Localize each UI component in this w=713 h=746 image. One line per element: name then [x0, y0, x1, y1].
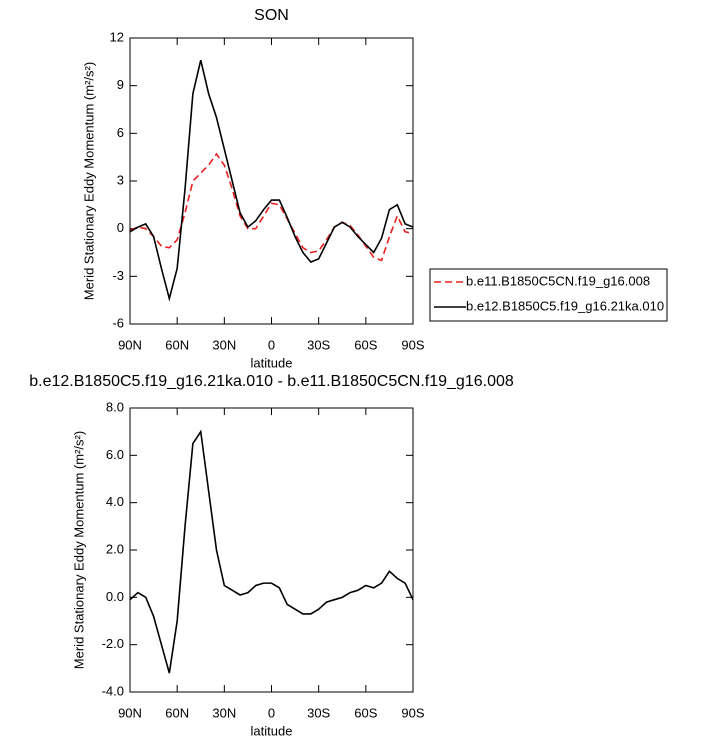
- y-tick-label: 12: [110, 29, 124, 44]
- y-tick-label: 6.0: [106, 447, 124, 462]
- y-axis-label: Merid Stationary Eddy Momentum (m²/s²): [71, 431, 86, 669]
- y-tick-label: 0.0: [106, 589, 124, 604]
- legend-label: b.e12.B1850C5.f19_g16.21ka.010: [466, 298, 664, 313]
- y-tick-label: -3: [112, 268, 124, 283]
- y-tick-label: 4.0: [106, 494, 124, 509]
- x-tick-label: 30S: [307, 705, 330, 720]
- x-tick-label: 90S: [401, 705, 424, 720]
- x-tick-label: 60N: [165, 705, 189, 720]
- x-tick-label: 30S: [307, 337, 330, 352]
- plot-frame: [129, 37, 414, 325]
- x-tick-label: 60S: [354, 705, 377, 720]
- y-tick-label: 9: [117, 77, 124, 92]
- x-tick-label: 60S: [354, 337, 377, 352]
- chart-title: SON: [254, 7, 289, 24]
- y-tick-label: -2.0: [102, 636, 124, 651]
- legend-label: b.e11.B1850C5CN.f19_g16.008: [466, 273, 650, 288]
- y-axis-label: Merid Stationary Eddy Momentum (m²/s²): [81, 62, 96, 300]
- y-tick-label: 2.0: [106, 541, 124, 556]
- y-tick-label: 8.0: [106, 399, 124, 414]
- x-tick-label: 30N: [212, 705, 236, 720]
- plot-frame: [129, 407, 414, 693]
- x-tick-label: 30N: [212, 337, 236, 352]
- x-tick-label: 90N: [118, 337, 142, 352]
- x-axis-label: latitude: [251, 723, 293, 738]
- y-tick-label: -4.0: [102, 683, 124, 698]
- y-tick-label: 6: [117, 125, 124, 140]
- y-tick-label: 0: [117, 220, 124, 235]
- data-line: [129, 60, 414, 302]
- legend-box: [429, 268, 668, 322]
- y-tick-label: -6: [112, 315, 124, 330]
- data-line: [129, 429, 414, 674]
- x-tick-label: 90S: [401, 337, 424, 352]
- x-tick-label: 0: [268, 337, 275, 352]
- x-tick-label: 60N: [165, 337, 189, 352]
- chart-title: b.e12.B1850C5.f19_g16.21ka.010 - b.e11.B…: [29, 373, 514, 390]
- x-tick-label: 90N: [118, 705, 142, 720]
- y-tick-label: 3: [117, 172, 124, 187]
- x-axis-label: latitude: [251, 355, 293, 370]
- x-tick-label: 0: [268, 705, 275, 720]
- data-line: [129, 152, 414, 262]
